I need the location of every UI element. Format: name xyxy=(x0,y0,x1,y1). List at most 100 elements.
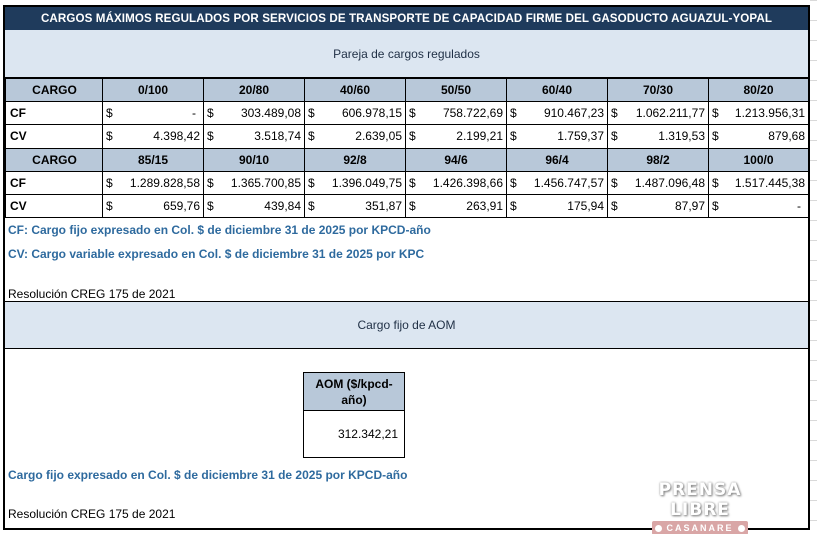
cell-value: 3.518,74 xyxy=(254,129,301,144)
cell-value: 758.722,69 xyxy=(442,106,503,121)
table-header-row: CARGO 0/100 20/80 40/60 50/50 60/40 70/30 80/20 xyxy=(5,77,809,103)
currency-symbol: $ xyxy=(308,175,315,190)
currency-symbol: $ xyxy=(611,199,618,214)
table-cell: $1.456.747,57 xyxy=(506,170,608,195)
currency-symbol: $ xyxy=(308,129,315,144)
currency-symbol: $ xyxy=(510,199,517,214)
currency-symbol: $ xyxy=(207,199,214,214)
cell-value: 439,84 xyxy=(264,199,301,214)
table-cell: $1.289.828,58 xyxy=(102,170,204,195)
table-cell: $659,76 xyxy=(102,193,204,219)
currency-symbol: $ xyxy=(207,129,214,144)
cell-value: 303.489,08 xyxy=(240,106,301,121)
currency-symbol: $ xyxy=(510,129,517,144)
table-header-row: CARGO 85/15 90/10 92/8 94/6 96/4 98/2 100/0 xyxy=(5,147,809,172)
column-header-ratio: 50/50 xyxy=(405,77,507,103)
aom-resolution-text: Resolución CREG 175 de 2021 xyxy=(8,507,176,521)
pair-band: Pareja de cargos regulados xyxy=(5,30,808,78)
logo-dot-icon xyxy=(655,524,663,532)
currency-symbol: $ xyxy=(409,199,416,214)
column-header-ratio: 94/6 xyxy=(405,147,507,172)
cell-value: 2.639,05 xyxy=(355,129,402,144)
currency-symbol: $ xyxy=(510,106,517,121)
column-header-ratio: 60/40 xyxy=(506,77,608,103)
currency-symbol: $ xyxy=(207,106,214,121)
table-cell: $4.398,42 xyxy=(102,124,204,149)
cell-value: 879,68 xyxy=(768,129,805,144)
cell-value: 1.062.211,77 xyxy=(635,106,705,121)
currency-symbol: $ xyxy=(712,106,719,121)
table-frame xyxy=(3,5,810,530)
cell-value: 1.759,37 xyxy=(557,129,604,144)
table-cell: $1.365.700,85 xyxy=(203,170,305,195)
row-label: CV xyxy=(5,193,103,219)
table-cell: $758.722,69 xyxy=(405,101,507,126)
cell-value: 2.199,21 xyxy=(456,129,503,144)
cell-value: 1.213.956,31 xyxy=(734,106,805,121)
column-header-ratio: 20/80 xyxy=(203,77,305,103)
table-cell: $ - xyxy=(102,101,204,126)
table-cell: $439,84 xyxy=(203,193,305,219)
column-header-ratio: 100/0 xyxy=(708,147,809,172)
cell-value: - xyxy=(192,106,196,121)
column-header-ratio: 92/8 xyxy=(304,147,406,172)
table-cell: $1.319,53 xyxy=(607,124,709,149)
cell-value: 1.289.828,58 xyxy=(129,175,200,190)
table-cell: $1.062.211,77 xyxy=(607,101,709,126)
table-cell: $2.639,05 xyxy=(304,124,406,149)
table-cell: $3.518,74 xyxy=(203,124,305,149)
spreadsheet-gridlines xyxy=(810,0,817,534)
table-cell: $263,91 xyxy=(405,193,507,219)
column-header-ratio: 80/20 xyxy=(708,77,809,103)
column-header-ratio: 40/60 xyxy=(304,77,406,103)
currency-symbol: $ xyxy=(308,199,315,214)
currency-symbol: $ xyxy=(712,129,719,144)
cell-value: 175,94 xyxy=(567,199,604,214)
currency-symbol: $ xyxy=(611,129,618,144)
currency-symbol: $ xyxy=(712,199,719,214)
resolution-text: Resolución CREG 175 de 2021 xyxy=(8,287,176,301)
cell-value: 1.319,53 xyxy=(658,129,705,144)
currency-symbol: $ xyxy=(308,106,315,121)
currency-symbol: $ xyxy=(106,129,113,144)
table-row: CV $4.398,42 $3.518,74 $2.639,05 $2.199,21 $1… xyxy=(5,124,809,149)
table-cell: $1.426.398,66 xyxy=(405,170,507,195)
column-header-ratio: 90/10 xyxy=(203,147,305,172)
table-cell: $1.213.956,31 xyxy=(708,101,809,126)
cell-value: 1.396.049,75 xyxy=(331,175,402,190)
cell-value: 659,76 xyxy=(163,199,200,214)
row-label: CF xyxy=(5,170,103,195)
cell-value: 4.398,42 xyxy=(153,129,200,144)
table-cell: $175,94 xyxy=(506,193,608,219)
table-cell: $1.487.096,48 xyxy=(607,170,709,195)
table-cell: $1.517.445,38 xyxy=(708,170,809,195)
cell-value: 606.978,15 xyxy=(341,106,402,121)
row-label: CV xyxy=(5,124,103,149)
logo-subbar: CASANARE xyxy=(652,521,748,534)
cell-value: 910.467,23 xyxy=(543,106,604,121)
currency-symbol: $ xyxy=(409,175,416,190)
table-cell: $351,87 xyxy=(304,193,406,219)
aom-header-cell: AOM ($/kpcd-año) xyxy=(303,372,405,411)
table-cell: $87,97 xyxy=(607,193,709,219)
logo-subtitle: CASANARE xyxy=(666,523,734,533)
row-label: CF xyxy=(5,101,103,126)
currency-symbol: $ xyxy=(409,106,416,121)
table-row: CV $659,76 $439,84 $351,87 $263,91 $175,94 $87… xyxy=(5,193,809,219)
cell-value: 1.487.096,48 xyxy=(634,175,705,190)
table-row: CF $1.289.828,58 $1.365.700,85 $1.396.049,7… xyxy=(5,170,809,195)
column-header-cargo: CARGO xyxy=(5,77,103,103)
currency-symbol: $ xyxy=(106,199,113,214)
logo-dot-icon xyxy=(737,524,745,532)
cell-value: 1.365.700,85 xyxy=(230,175,301,190)
currency-symbol: $ xyxy=(409,129,416,144)
table-cell: $606.978,15 xyxy=(304,101,406,126)
cv-note: CV: Cargo variable expresado en Col. $ d… xyxy=(8,247,425,261)
table-cell: $1.759,37 xyxy=(506,124,608,149)
aom-value-cell: 312.342,21 xyxy=(303,410,405,458)
logo-wordmark: PRENSA LIBRE xyxy=(658,480,742,520)
table-cell: $1.396.049,75 xyxy=(304,170,406,195)
currency-symbol: $ xyxy=(106,175,113,190)
page-title: CARGOS MÁXIMOS REGULADOS POR SERVICIOS D… xyxy=(5,7,808,30)
